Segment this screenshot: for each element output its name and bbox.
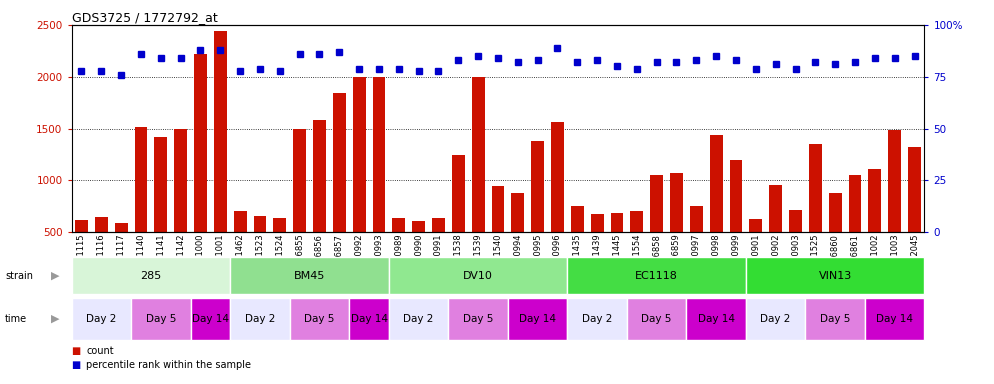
Text: EC1118: EC1118 [635, 270, 678, 281]
Bar [194, 54, 207, 284]
Bar [72, 257, 231, 294]
Bar [746, 257, 924, 294]
Bar [749, 219, 762, 284]
Bar [610, 213, 623, 284]
Bar [630, 210, 643, 284]
Text: Day 5: Day 5 [463, 314, 493, 324]
Text: ▶: ▶ [52, 314, 60, 324]
Bar [568, 298, 627, 340]
Bar [849, 175, 862, 284]
Bar [769, 185, 782, 284]
Text: Day 2: Day 2 [404, 314, 433, 324]
Bar [273, 218, 286, 284]
Text: Day 5: Day 5 [820, 314, 850, 324]
Bar [114, 223, 127, 284]
Bar [72, 298, 131, 340]
Text: Day 2: Day 2 [760, 314, 791, 324]
Text: Day 14: Day 14 [519, 314, 557, 324]
Text: Day 5: Day 5 [146, 314, 176, 324]
Bar [231, 257, 389, 294]
Bar [571, 207, 583, 284]
Bar [373, 77, 386, 284]
Text: count: count [86, 346, 114, 356]
Bar [511, 193, 524, 284]
Text: percentile rank within the sample: percentile rank within the sample [86, 360, 251, 370]
Text: ■: ■ [72, 360, 81, 370]
Bar [389, 257, 568, 294]
Bar [650, 175, 663, 284]
Bar [627, 298, 687, 340]
Bar [492, 186, 504, 284]
Bar [94, 217, 107, 284]
Bar [690, 207, 703, 284]
Bar [349, 298, 389, 340]
Bar [393, 218, 406, 284]
Bar [687, 298, 746, 340]
Bar [889, 130, 902, 284]
Text: DV10: DV10 [463, 270, 493, 281]
Text: Day 14: Day 14 [192, 314, 229, 324]
Text: ■: ■ [72, 346, 81, 356]
Bar [730, 160, 743, 284]
Bar [75, 220, 87, 284]
Text: Day 14: Day 14 [351, 314, 388, 324]
Bar [191, 298, 231, 340]
Bar [131, 298, 191, 340]
Bar [313, 120, 326, 284]
Bar [829, 193, 842, 284]
Bar [234, 210, 247, 284]
Text: BM45: BM45 [294, 270, 325, 281]
Text: Day 14: Day 14 [876, 314, 913, 324]
Bar [809, 144, 822, 284]
Text: Day 5: Day 5 [641, 314, 672, 324]
Bar [231, 298, 289, 340]
Text: Day 5: Day 5 [304, 314, 335, 324]
Bar [134, 127, 147, 284]
Bar [214, 31, 227, 284]
Bar [333, 93, 346, 284]
Bar [508, 298, 568, 340]
Bar [670, 173, 683, 284]
Text: ▶: ▶ [52, 270, 60, 281]
Bar [353, 77, 366, 284]
Bar [448, 298, 508, 340]
Bar [551, 122, 564, 284]
Bar [293, 129, 306, 284]
Bar [472, 77, 485, 284]
Bar [432, 218, 445, 284]
Bar [413, 222, 425, 284]
Text: Day 2: Day 2 [581, 314, 612, 324]
Text: time: time [5, 314, 27, 324]
Text: VIN13: VIN13 [818, 270, 852, 281]
Bar [865, 298, 924, 340]
Bar [590, 214, 603, 284]
Bar [789, 210, 802, 284]
Bar [531, 141, 544, 284]
Bar [746, 298, 805, 340]
Text: 285: 285 [140, 270, 162, 281]
Bar [805, 298, 865, 340]
Text: Day 2: Day 2 [245, 314, 275, 324]
Bar [389, 298, 448, 340]
Text: Day 2: Day 2 [86, 314, 116, 324]
Bar [452, 154, 465, 284]
Bar [909, 147, 921, 284]
Text: GDS3725 / 1772792_at: GDS3725 / 1772792_at [72, 11, 218, 24]
Bar [174, 129, 187, 284]
Text: Day 14: Day 14 [698, 314, 735, 324]
Bar [154, 137, 167, 284]
Bar [253, 216, 266, 284]
Bar [869, 169, 882, 284]
Text: strain: strain [5, 270, 33, 281]
Bar [568, 257, 746, 294]
Bar [710, 135, 723, 284]
Bar [289, 298, 349, 340]
